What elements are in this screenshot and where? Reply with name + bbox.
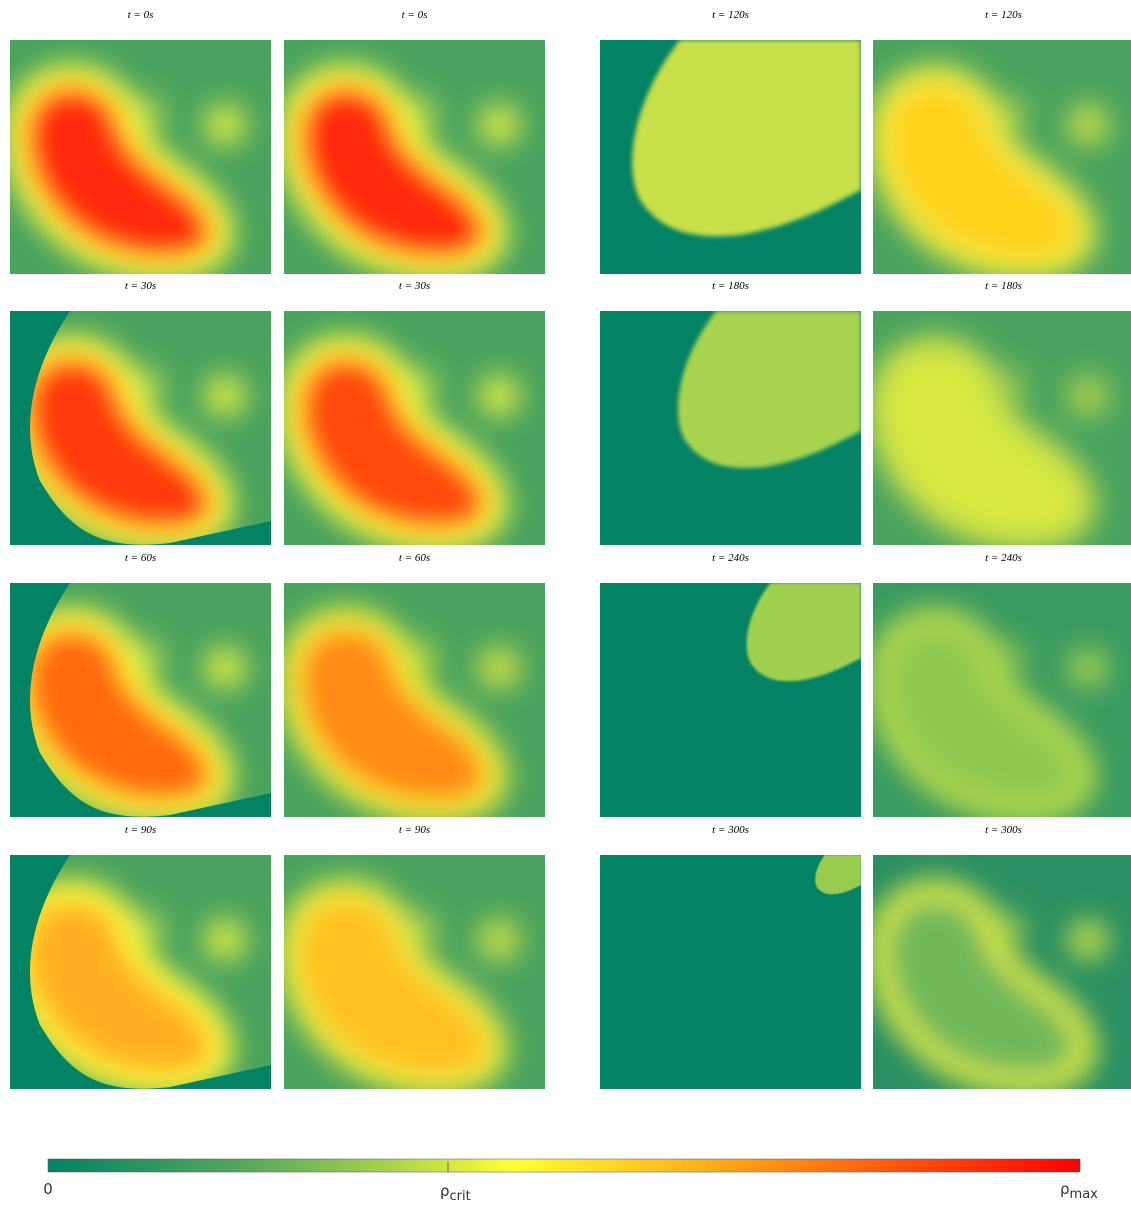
front-region	[677, 311, 861, 468]
density	[873, 607, 1110, 817]
spot	[477, 918, 521, 962]
panel	[284, 40, 545, 274]
blob-core	[887, 627, 1077, 803]
panel	[873, 855, 1131, 1089]
panel	[284, 311, 545, 545]
blob-core	[298, 899, 488, 1075]
density	[10, 879, 247, 1089]
colorbar-crit-label: ρcrit	[440, 1182, 471, 1204]
spot	[1066, 374, 1110, 418]
density	[284, 335, 521, 545]
spot	[1066, 103, 1110, 147]
panel-title: t = 240s	[985, 552, 1022, 564]
colorbar	[47, 1158, 1081, 1173]
blob-core	[887, 84, 1077, 261]
panel-title: t = 90s	[125, 824, 156, 836]
density	[873, 879, 1110, 1089]
blob-core	[298, 84, 488, 261]
panel	[873, 40, 1131, 274]
panel	[10, 583, 271, 817]
panel-title: t = 30s	[399, 280, 430, 292]
density	[284, 879, 521, 1089]
panel-title: t = 300s	[712, 824, 749, 836]
panel	[873, 583, 1131, 817]
blob-core	[24, 627, 214, 803]
density	[10, 607, 247, 817]
density	[873, 335, 1110, 545]
spot	[1066, 918, 1110, 962]
panel	[600, 40, 861, 274]
blob-core	[298, 355, 488, 531]
density	[284, 607, 521, 817]
panel	[873, 311, 1131, 545]
spot	[203, 103, 247, 147]
panel	[10, 855, 271, 1089]
blob-core	[887, 355, 1077, 531]
density	[284, 64, 521, 274]
blob-core	[24, 355, 214, 531]
panel	[10, 311, 271, 545]
panel-title: t = 120s	[712, 9, 749, 21]
panel-title: t = 180s	[985, 280, 1022, 292]
background	[600, 855, 861, 1089]
panel-title: t = 300s	[985, 824, 1022, 836]
blob-core	[24, 84, 214, 261]
spot	[477, 103, 521, 147]
panel-title: t = 180s	[712, 280, 749, 292]
density	[10, 64, 247, 274]
panel-title: t = 30s	[125, 280, 156, 292]
panel	[600, 855, 861, 1089]
front-region	[815, 855, 861, 895]
symbol: ρ	[440, 1182, 450, 1200]
front-region	[632, 40, 861, 237]
density	[10, 335, 247, 545]
empty-region	[10, 311, 271, 545]
panel-title: t = 60s	[125, 552, 156, 564]
empty-region	[10, 583, 271, 817]
spot	[203, 918, 247, 962]
panel	[284, 583, 545, 817]
symbol: ρ	[1060, 1180, 1070, 1198]
colorbar-min-label: 0	[43, 1180, 53, 1198]
panel-title: t = 60s	[399, 552, 430, 564]
colorbar-max-label: ρmax	[1060, 1180, 1098, 1202]
panel	[10, 40, 271, 274]
spot	[477, 646, 521, 690]
front-region	[746, 583, 861, 682]
spot	[477, 374, 521, 418]
panel-title: t = 120s	[985, 9, 1022, 21]
blob-core	[24, 899, 214, 1075]
panel	[600, 583, 861, 817]
panel-title: t = 0s	[402, 9, 428, 21]
subscript: max	[1070, 1187, 1099, 1202]
panel	[284, 855, 545, 1089]
spot	[203, 646, 247, 690]
blob-core	[887, 899, 1077, 1075]
blob-core	[298, 627, 488, 803]
spot	[203, 374, 247, 418]
density	[873, 64, 1110, 274]
panel-title: t = 90s	[399, 824, 430, 836]
subscript: crit	[450, 1189, 471, 1204]
panel-title: t = 240s	[712, 552, 749, 564]
empty-region	[10, 855, 271, 1089]
spot	[1066, 646, 1110, 690]
panel	[600, 311, 861, 545]
panel-title: t = 0s	[128, 9, 154, 21]
